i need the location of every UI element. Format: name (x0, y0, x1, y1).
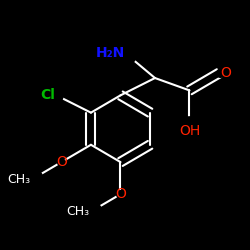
Text: O: O (220, 66, 231, 80)
Text: H₂N: H₂N (96, 46, 126, 60)
Text: OH: OH (179, 124, 200, 138)
Text: CH₃: CH₃ (8, 173, 30, 186)
Text: O: O (115, 187, 126, 201)
Text: CH₃: CH₃ (66, 205, 90, 218)
Text: Cl: Cl (40, 88, 55, 102)
Text: O: O (56, 155, 67, 169)
